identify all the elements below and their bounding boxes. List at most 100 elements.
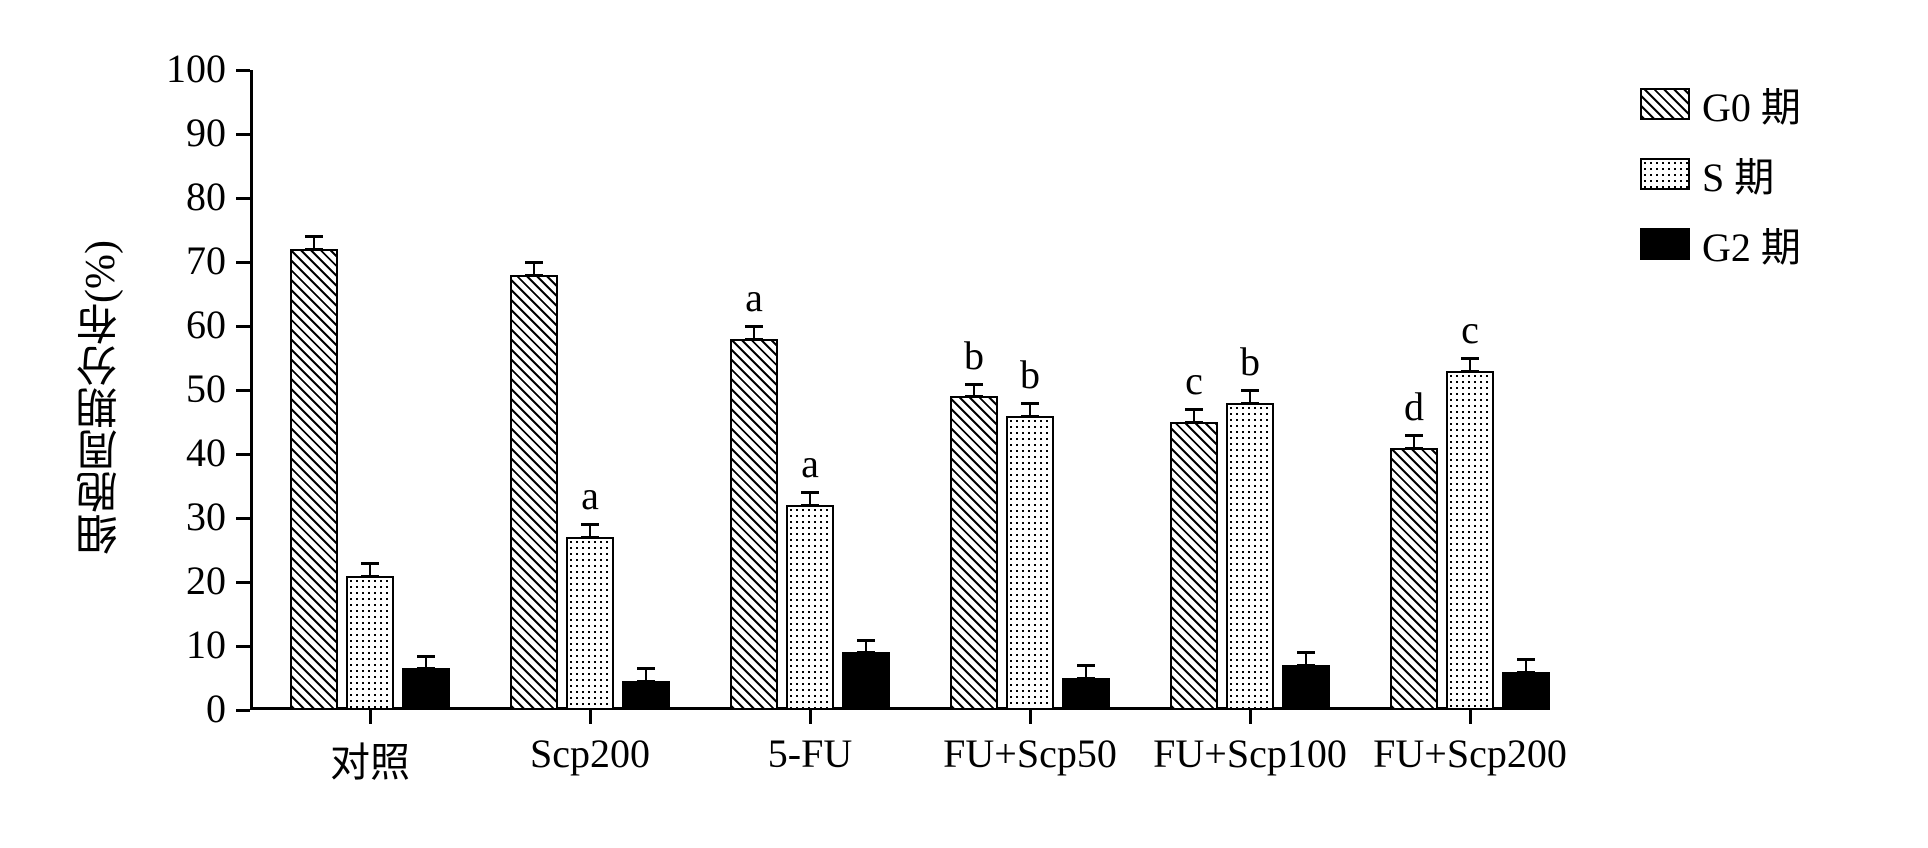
x-tick-mark	[1469, 710, 1472, 724]
y-tick-mark	[236, 261, 250, 264]
y-tick-mark	[236, 581, 250, 584]
y-tick-mark	[236, 133, 250, 136]
y-tick-mark	[236, 709, 250, 712]
error-bar-cap	[361, 562, 379, 565]
bar	[1390, 448, 1438, 710]
significance-annotation: b	[1010, 351, 1050, 398]
error-bar-base-cap	[305, 248, 323, 251]
error-bar-base-cap	[1077, 677, 1095, 680]
x-tick-mark	[369, 710, 372, 724]
error-bar-base-cap	[1241, 402, 1259, 405]
y-tick-label: 30	[146, 493, 226, 540]
bar	[1282, 665, 1330, 710]
error-bar-cap	[801, 491, 819, 494]
y-tick-label: 90	[146, 109, 226, 156]
x-tick-label: Scp200	[480, 730, 700, 777]
y-tick-label: 60	[146, 301, 226, 348]
error-bar-cap	[745, 325, 763, 328]
error-bar-base-cap	[1297, 664, 1315, 667]
y-tick-mark	[236, 453, 250, 456]
error-bar-cap	[1241, 389, 1259, 392]
error-bar-base-cap	[1021, 415, 1039, 418]
y-tick-label: 0	[146, 685, 226, 732]
error-bar-base-cap	[637, 680, 655, 683]
error-bar-cap	[1461, 357, 1479, 360]
y-tick-label: 20	[146, 557, 226, 604]
error-bar-base-cap	[1405, 447, 1423, 450]
legend-item: G0 期	[1640, 75, 1801, 133]
y-tick-mark	[236, 325, 250, 328]
error-bar-cap	[1185, 408, 1203, 411]
x-tick-mark	[1249, 710, 1252, 724]
bar	[290, 249, 338, 710]
significance-annotation: a	[734, 274, 774, 321]
y-tick-mark	[236, 389, 250, 392]
error-bar-cap	[1021, 402, 1039, 405]
x-tick-mark	[589, 710, 592, 724]
bar	[566, 537, 614, 710]
error-bar-base-cap	[361, 575, 379, 578]
error-bar-cap	[1077, 664, 1095, 667]
bar	[346, 576, 394, 710]
significance-annotation: b	[954, 332, 994, 379]
y-tick-mark	[236, 69, 250, 72]
y-tick-mark	[236, 645, 250, 648]
error-bar-base-cap	[417, 667, 435, 670]
bar	[1226, 403, 1274, 710]
y-tick-mark	[236, 517, 250, 520]
legend-label: G2 期	[1702, 215, 1801, 273]
y-tick-label: 50	[146, 365, 226, 412]
bar	[402, 668, 450, 710]
error-bar-cap	[1517, 658, 1535, 661]
error-bar-base-cap	[745, 338, 763, 341]
error-bar-base-cap	[965, 395, 983, 398]
significance-annotation: b	[1230, 338, 1270, 385]
x-tick-label: FU+Scp100	[1140, 730, 1360, 777]
x-tick-mark	[1029, 710, 1032, 724]
legend-swatch	[1640, 158, 1690, 190]
legend-label: G0 期	[1702, 75, 1801, 133]
legend-label: S 期	[1702, 145, 1774, 203]
y-tick-label: 70	[146, 237, 226, 284]
legend-swatch	[1640, 88, 1690, 120]
y-axis-label: 细胞周期分布(%)	[70, 240, 131, 555]
error-bar-cap	[857, 639, 875, 642]
error-bar-base-cap	[581, 536, 599, 539]
bar	[622, 681, 670, 710]
plot-area	[250, 70, 1550, 710]
bar	[1446, 371, 1494, 710]
error-bar-base-cap	[1517, 671, 1535, 674]
error-bar-cap	[965, 383, 983, 386]
y-tick-mark	[236, 197, 250, 200]
legend-item: S 期	[1640, 145, 1801, 203]
significance-annotation: a	[570, 472, 610, 519]
error-bar-cap	[637, 667, 655, 670]
error-bar-base-cap	[857, 651, 875, 654]
significance-annotation: c	[1450, 306, 1490, 353]
bar	[842, 652, 890, 710]
bar	[950, 396, 998, 710]
significance-annotation: d	[1394, 383, 1434, 430]
error-bar-base-cap	[1461, 370, 1479, 373]
error-bar-base-cap	[801, 504, 819, 507]
error-bar-cap	[305, 235, 323, 238]
bar	[1062, 678, 1110, 710]
legend-item: G2 期	[1640, 215, 1801, 273]
error-bar-cap	[1405, 434, 1423, 437]
y-tick-label: 10	[146, 621, 226, 668]
cell-cycle-chart: 0102030405060708090100细胞周期分布(%)对照Scp200a…	[0, 0, 1928, 848]
error-bar-cap	[525, 261, 543, 264]
legend-swatch	[1640, 228, 1690, 260]
error-bar-cap	[1297, 651, 1315, 654]
legend: G0 期 S 期 G2 期	[1640, 75, 1801, 285]
bar	[730, 339, 778, 710]
error-bar-base-cap	[1185, 421, 1203, 424]
significance-annotation: a	[790, 440, 830, 487]
bar	[1170, 422, 1218, 710]
x-tick-label: FU+Scp50	[920, 730, 1140, 777]
error-bar-cap	[581, 523, 599, 526]
bar	[510, 275, 558, 710]
y-tick-label: 100	[146, 45, 226, 92]
x-tick-label: 对照	[260, 730, 480, 788]
error-bar-base-cap	[525, 274, 543, 277]
